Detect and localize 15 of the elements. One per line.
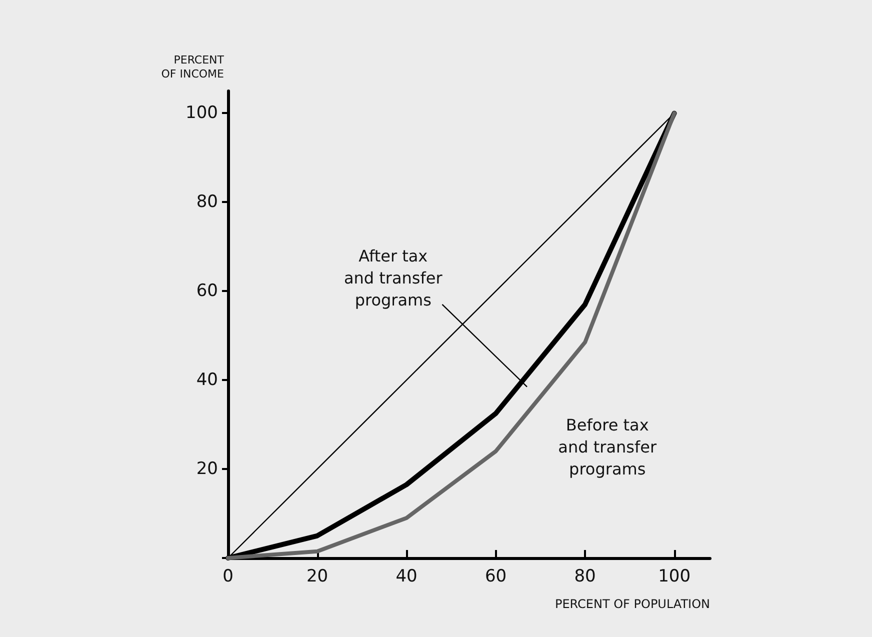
- y-tick-label: 60: [196, 281, 218, 302]
- annotation: Before tax and transfer programs: [558, 415, 657, 478]
- x-tick-label: 80: [574, 566, 596, 586]
- y-tick-label: 80: [196, 192, 218, 212]
- y-tick-label: 40: [196, 370, 218, 390]
- x-tick-label: 60: [484, 566, 507, 586]
- y-tick-label: 20: [196, 459, 218, 480]
- y-tick-label: 100: [186, 103, 218, 124]
- x-tick-label: 20: [306, 566, 328, 586]
- x-axis-title: PERCENT OF POPULATION: [554, 597, 710, 611]
- annotation: After tax and transfer programs: [344, 246, 443, 310]
- x-tick-label: 0: [222, 566, 234, 586]
- y-axis-title: PERCENT OF INCOME: [161, 54, 224, 80]
- x-tick-label: 40: [396, 566, 418, 586]
- x-tick-label: 100: [658, 566, 691, 586]
